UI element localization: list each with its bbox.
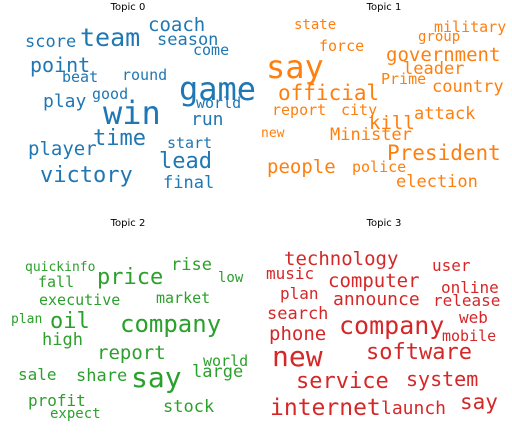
cloud-word: online — [441, 278, 499, 297]
topic-panel-0: Topic 0 game win team coach season score point… — [0, 0, 256, 216]
cloud-word: country — [432, 77, 504, 97]
cloud-word: people — [267, 156, 336, 178]
cloud-word: coach — [148, 14, 206, 36]
cloud-word: Minister — [330, 125, 412, 145]
cloud-word: share — [76, 366, 128, 386]
cloud-word: expect — [50, 406, 101, 422]
cloud-word: company — [339, 311, 445, 340]
cloud-word: official — [278, 81, 380, 105]
cloud-word: win — [103, 94, 161, 132]
cloud-word: web — [459, 308, 488, 327]
cloud-word: system — [406, 367, 479, 391]
cloud-word: rise — [171, 255, 212, 275]
cloud-word: team — [80, 23, 141, 52]
cloud-word: President — [387, 141, 501, 165]
cloud-word: attack — [414, 104, 476, 124]
cloud-word: company — [120, 310, 222, 338]
cloud-word: large — [192, 362, 244, 382]
word-cloud: quickinfo rise fall price low executive market… — [0, 216, 256, 432]
topic-panel-1: Topic 1 state military say force group govern… — [256, 0, 512, 216]
cloud-word: good — [92, 85, 129, 103]
word-cloud: game win team coach season score point beat roun… — [0, 0, 256, 216]
cloud-word: run — [191, 109, 224, 130]
cloud-word: Prime — [381, 70, 427, 88]
cloud-word: leader — [403, 59, 465, 79]
cloud-word: software — [366, 340, 472, 365]
topic-title: Topic 1 — [366, 2, 402, 13]
cloud-word: military — [434, 18, 507, 36]
cloud-word: announce — [333, 289, 420, 310]
cloud-word: quickinfo — [25, 260, 96, 275]
cloud-word: lead — [159, 149, 212, 174]
cloud-word: point — [30, 53, 91, 77]
cloud-word: report — [272, 101, 327, 119]
cloud-word: victory — [40, 163, 133, 188]
cloud-word: market — [156, 289, 211, 307]
cloud-word: play — [43, 91, 87, 112]
cloud-word: profit — [28, 391, 86, 410]
cloud-word: plan — [280, 284, 319, 303]
cloud-word: executive — [39, 291, 121, 309]
topic-title: Topic 3 — [366, 218, 402, 229]
cloud-word: music — [266, 264, 315, 283]
topic-title: Topic 2 — [110, 218, 146, 229]
cloud-word: oil — [50, 309, 90, 334]
cloud-word: report — [97, 342, 166, 364]
cloud-word: score — [25, 32, 77, 52]
cloud-word: time — [93, 126, 146, 151]
cloud-word: beat — [62, 68, 99, 86]
cloud-word: new — [261, 126, 285, 141]
cloud-word: force — [319, 37, 365, 55]
cloud-word: round — [122, 66, 168, 84]
cloud-word: say — [131, 361, 182, 394]
word-cloud: state military say force group government lead… — [256, 0, 512, 216]
cloud-word: player — [28, 138, 97, 160]
cloud-word: world — [196, 94, 242, 112]
cloud-word: police — [352, 158, 407, 176]
word-cloud: technology music user computer online plan ann… — [256, 216, 512, 432]
cloud-word: season — [157, 30, 219, 50]
cloud-word: come — [193, 41, 230, 59]
cloud-word: release — [433, 291, 501, 310]
cloud-word: mobile — [442, 327, 497, 345]
cloud-word: service — [296, 369, 389, 394]
cloud-word: final — [163, 173, 215, 193]
cloud-word: plan — [11, 312, 43, 327]
cloud-word: technology — [284, 248, 399, 270]
cloud-word: search — [267, 304, 329, 324]
cloud-word: user — [432, 256, 471, 275]
cloud-word: fall — [38, 273, 75, 291]
cloud-word: low — [218, 270, 244, 286]
cloud-word: say — [460, 390, 498, 414]
cloud-word: city — [341, 101, 378, 119]
cloud-word: world — [203, 352, 249, 370]
cloud-word: new — [272, 340, 323, 373]
topic-panel-3: Topic 3 technology music user computer onlin… — [256, 216, 512, 432]
cloud-word: group — [418, 29, 461, 45]
cloud-word: say — [266, 48, 324, 86]
topic-panel-2: Topic 2 quickinfo rise fall price low executi… — [0, 216, 256, 432]
cloud-word: start — [167, 134, 213, 152]
cloud-word: high — [42, 330, 83, 350]
cloud-word: stock — [163, 397, 215, 417]
cloud-word: state — [294, 17, 337, 33]
cloud-word: game — [179, 70, 257, 108]
cloud-word: sale — [18, 365, 57, 384]
cloud-word: computer — [328, 270, 420, 292]
cloud-word: launch — [381, 398, 447, 419]
cloud-word: price — [97, 265, 164, 290]
cloud-word: internet — [270, 395, 381, 421]
cloud-word: government — [386, 44, 501, 66]
topic-title: Topic 0 — [110, 2, 146, 13]
cloud-word: phone — [269, 323, 327, 345]
cloud-word: election — [396, 172, 478, 192]
cloud-word: kill — [369, 112, 415, 134]
